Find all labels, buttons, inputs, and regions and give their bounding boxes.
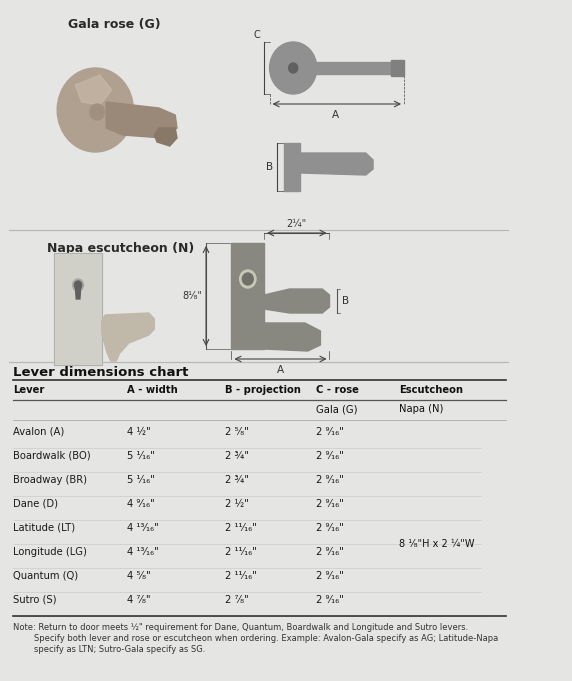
Text: Note: Return to door meets ½" requirement for Dane, Quantum, Boardwalk and Longi: Note: Return to door meets ½" requiremen…	[13, 623, 468, 632]
Text: 2 ¹¹⁄₁₆": 2 ¹¹⁄₁₆"	[225, 571, 257, 581]
Text: 2 ⁹⁄₁₆": 2 ⁹⁄₁₆"	[316, 523, 344, 533]
Text: Specify both lever and rose or escutcheon when ordering. Example: Avalon-Gala sp: Specify both lever and rose or escutcheo…	[13, 634, 498, 643]
Text: 2 ½": 2 ½"	[225, 499, 249, 509]
Polygon shape	[154, 128, 177, 146]
Text: Sutro (S): Sutro (S)	[13, 595, 56, 605]
Circle shape	[57, 68, 133, 152]
Text: 5 ¹⁄₁₆": 5 ¹⁄₁₆"	[127, 475, 155, 485]
Bar	[232, 243, 264, 349]
Text: 4 ½": 4 ½"	[127, 427, 151, 437]
Text: Avalon (A): Avalon (A)	[13, 427, 64, 437]
Polygon shape	[300, 153, 373, 175]
Text: 8¹⁄₈": 8¹⁄₈"	[182, 291, 202, 301]
Text: 2 ⁵⁄₈": 2 ⁵⁄₈"	[225, 427, 249, 437]
Text: 2 ⁹⁄₁₆": 2 ⁹⁄₁₆"	[316, 475, 344, 485]
Text: 2 ⁹⁄₁₆": 2 ⁹⁄₁₆"	[316, 571, 344, 581]
Polygon shape	[106, 102, 177, 138]
Text: 4 ⁷⁄₈": 4 ⁷⁄₈"	[127, 595, 150, 605]
Text: A: A	[277, 365, 284, 375]
Text: Napa escutcheon (N): Napa escutcheon (N)	[47, 242, 194, 255]
Text: 2 ¹¹⁄₁₆": 2 ¹¹⁄₁₆"	[225, 523, 257, 533]
Text: B - projection: B - projection	[225, 385, 301, 395]
Text: Boardwalk (BO): Boardwalk (BO)	[13, 451, 90, 461]
Circle shape	[269, 42, 317, 94]
Text: 2 ⁷⁄₈": 2 ⁷⁄₈"	[225, 595, 249, 605]
Text: 4 ¹³⁄₁₆": 4 ¹³⁄₁₆"	[127, 523, 159, 533]
Polygon shape	[76, 75, 112, 105]
Circle shape	[240, 270, 256, 288]
Text: Gala rose (G): Gala rose (G)	[68, 18, 161, 31]
Text: A - width: A - width	[127, 385, 178, 395]
Polygon shape	[264, 289, 329, 313]
Text: A: A	[332, 110, 339, 120]
Text: C - rose: C - rose	[316, 385, 359, 395]
Circle shape	[90, 104, 104, 120]
Bar	[284, 143, 300, 191]
Circle shape	[73, 279, 84, 291]
Text: 2 ⁹⁄₁₆": 2 ⁹⁄₁₆"	[316, 499, 344, 509]
Text: 4 ¹³⁄₁₆": 4 ¹³⁄₁₆"	[127, 547, 159, 557]
Circle shape	[243, 273, 253, 285]
Text: Broadway (BR): Broadway (BR)	[13, 475, 87, 485]
Text: 4 ⁵⁄₈": 4 ⁵⁄₈"	[127, 571, 151, 581]
Text: Escutcheon: Escutcheon	[399, 385, 463, 395]
Polygon shape	[76, 287, 81, 299]
Text: specify as LTN; Sutro-Gala specify as SG.: specify as LTN; Sutro-Gala specify as SG…	[13, 645, 205, 654]
Polygon shape	[264, 323, 320, 351]
Text: Napa (N): Napa (N)	[399, 404, 444, 414]
Text: 2 ⁹⁄₁₆": 2 ⁹⁄₁₆"	[316, 451, 344, 461]
Text: Lever dimensions chart: Lever dimensions chart	[13, 366, 188, 379]
Text: 8 ¹⁄₈"H x 2 ¼"W: 8 ¹⁄₈"H x 2 ¼"W	[399, 539, 475, 549]
Circle shape	[74, 281, 82, 289]
Bar	[297, 62, 402, 74]
Text: Gala (G): Gala (G)	[316, 404, 358, 414]
Bar	[54, 253, 102, 365]
Polygon shape	[102, 313, 154, 361]
Text: 2 ¹¹⁄₁₆": 2 ¹¹⁄₁₆"	[225, 547, 257, 557]
Text: B: B	[342, 296, 349, 306]
Circle shape	[289, 63, 297, 73]
Text: C: C	[254, 30, 260, 40]
Text: Lever: Lever	[13, 385, 44, 395]
Text: 2 ⁹⁄₁₆": 2 ⁹⁄₁₆"	[316, 595, 344, 605]
Text: 5 ¹⁄₁₆": 5 ¹⁄₁₆"	[127, 451, 155, 461]
Text: 2¼": 2¼"	[287, 219, 307, 229]
Bar	[54, 253, 102, 365]
Text: 4 ⁹⁄₁₆": 4 ⁹⁄₁₆"	[127, 499, 155, 509]
Text: 2 ⁹⁄₁₆": 2 ⁹⁄₁₆"	[316, 427, 344, 437]
Text: 2 ¾": 2 ¾"	[225, 451, 249, 461]
Text: Dane (D): Dane (D)	[13, 499, 58, 509]
Text: Quantum (Q): Quantum (Q)	[13, 571, 78, 581]
Text: 2 ⁹⁄₁₆": 2 ⁹⁄₁₆"	[316, 547, 344, 557]
Text: B: B	[266, 162, 273, 172]
Text: Longitude (LG): Longitude (LG)	[13, 547, 86, 557]
Text: Latitude (LT): Latitude (LT)	[13, 523, 75, 533]
Text: 2 ¾": 2 ¾"	[225, 475, 249, 485]
Bar	[391, 60, 404, 76]
